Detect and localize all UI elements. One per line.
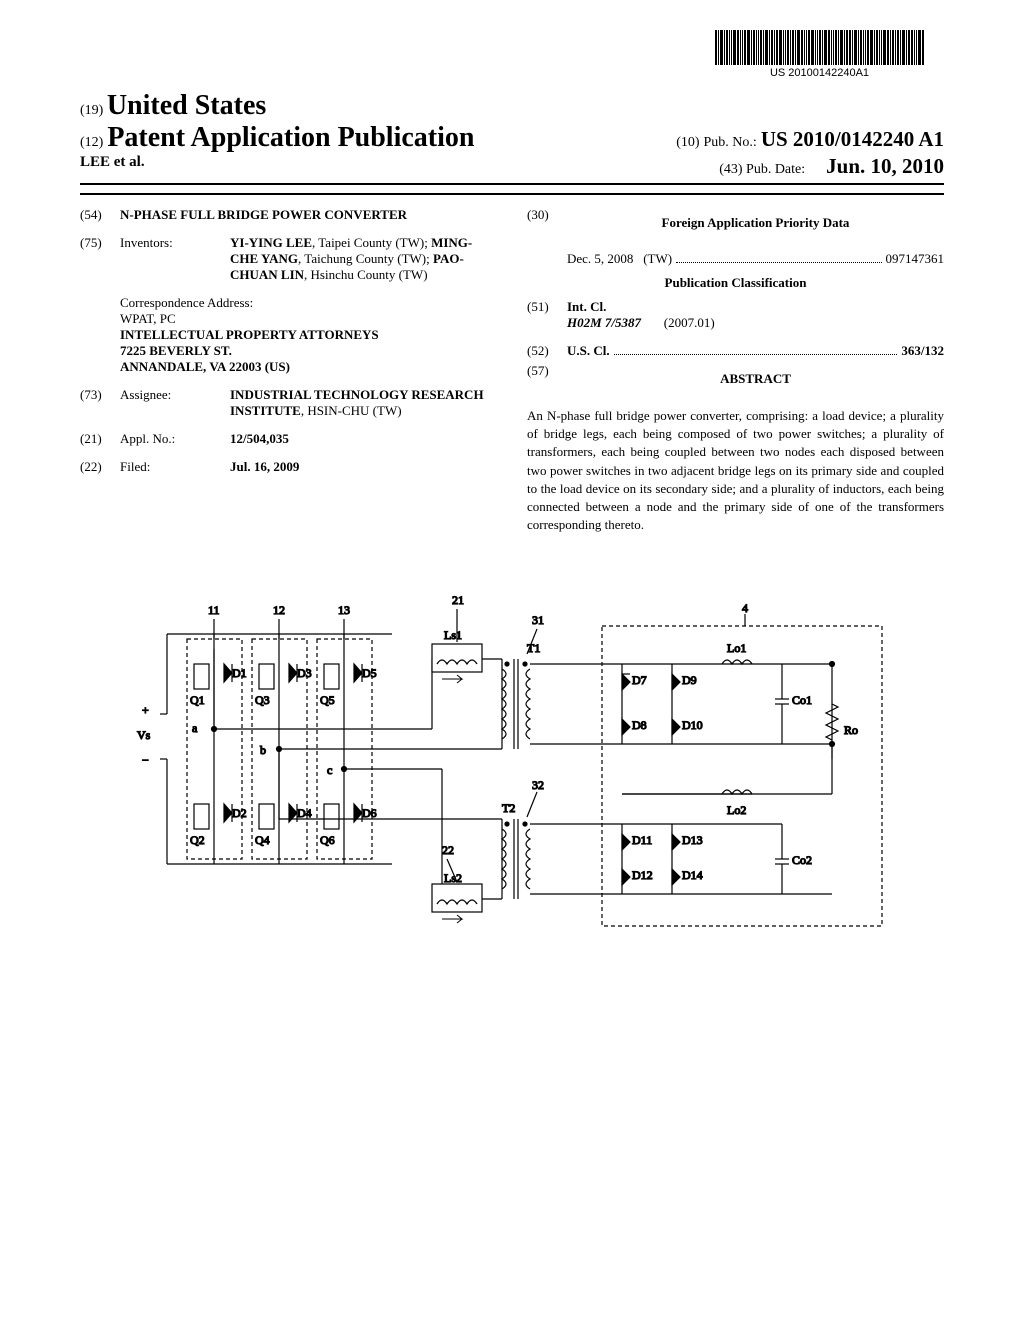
patent-title: N-PHASE FULL BRIDGE POWER CONVERTER xyxy=(120,207,497,223)
lbl-d11: D11 xyxy=(632,833,652,847)
intcl-code: (51) xyxy=(527,299,567,331)
lbl-d13: D13 xyxy=(682,833,703,847)
lbl-lo2: Lo2 xyxy=(727,803,746,817)
filed-label: Filed: xyxy=(120,459,230,475)
lbl-co1: Co1 xyxy=(792,693,812,707)
lbl-d7: D7 xyxy=(632,673,647,687)
lbl-q3: Q3 xyxy=(255,693,270,707)
uscl-code: (52) xyxy=(527,343,567,359)
pub-date-label: Pub. Date: xyxy=(746,162,805,177)
circuit-figure: + Vs − 11 12 13 xyxy=(80,564,944,949)
title-code: (54) xyxy=(80,207,120,223)
appl-label: Appl. No.: xyxy=(120,431,230,447)
lbl-31: 31 xyxy=(532,613,544,627)
lbl-d3: D3 xyxy=(297,666,312,680)
assignee-code: (73) xyxy=(80,387,120,419)
lbl-co2: Co2 xyxy=(792,853,812,867)
priority-date: Dec. 5, 2008 xyxy=(567,251,633,267)
lbl-d6: D6 xyxy=(362,806,377,820)
lbl-minus: − xyxy=(142,753,149,767)
barcode-lines xyxy=(715,30,924,65)
lbl-d4: D4 xyxy=(297,806,312,820)
intcl-date: (2007.01) xyxy=(664,315,715,330)
corr-line3: 7225 BEVERLY ST. xyxy=(120,343,232,358)
uscl-label: U.S. Cl. xyxy=(567,343,610,359)
lbl-q6: Q6 xyxy=(320,833,335,847)
filed-date: Jul. 16, 2009 xyxy=(230,459,299,474)
abstract-text: An N-phase full bridge power converter, … xyxy=(527,407,944,534)
lbl-t2: T2 xyxy=(502,801,515,815)
pub-date-code: (43) xyxy=(719,162,742,177)
inventors-code: (75) xyxy=(80,235,120,283)
abstract-hdr: ABSTRACT xyxy=(567,371,944,387)
lbl-13: 13 xyxy=(338,603,350,617)
lbl-b: b xyxy=(260,743,266,757)
lbl-d10: D10 xyxy=(682,718,703,732)
priority-no: 097147361 xyxy=(886,251,945,267)
barcode: US 20100142240A1 xyxy=(715,30,924,79)
appl-code: (21) xyxy=(80,431,120,447)
intcl-class: H02M 7/5387 xyxy=(567,315,641,330)
lbl-d5: D5 xyxy=(362,666,377,680)
lbl-d2: D2 xyxy=(232,806,247,820)
lbl-q5: Q5 xyxy=(320,693,335,707)
lbl-q4: Q4 xyxy=(255,833,270,847)
intcl-label: Int. Cl. xyxy=(567,299,606,314)
lbl-d1: D1 xyxy=(232,666,247,680)
pub-date: Jun. 10, 2010 xyxy=(826,154,944,178)
abstract-code: (57) xyxy=(527,363,567,395)
lbl-4: 4 xyxy=(742,601,748,615)
lbl-d12: D12 xyxy=(632,868,653,882)
pub-no-label: Pub. No.: xyxy=(704,135,757,150)
corr-line2: INTELLECTUAL PROPERTY ATTORNEYS xyxy=(120,327,379,342)
corr-name: WPAT, PC xyxy=(120,311,497,327)
country-code: (19) xyxy=(80,103,103,118)
lbl-12: 12 xyxy=(273,603,285,617)
lbl-plus: + xyxy=(142,703,149,717)
assignee-label: Assignee: xyxy=(120,387,230,419)
lbl-d8: D8 xyxy=(632,718,647,732)
pub-no-code: (10) xyxy=(676,135,699,150)
foreign-hdr: Foreign Application Priority Data xyxy=(567,215,944,231)
lbl-22: 22 xyxy=(442,843,454,857)
corr-label: Correspondence Address: xyxy=(120,295,497,311)
lbl-q2: Q2 xyxy=(190,833,205,847)
lbl-ls1: Ls1 xyxy=(444,628,462,642)
appl-no: 12/504,035 xyxy=(230,431,289,446)
foreign-code: (30) xyxy=(527,207,567,239)
lbl-d9: D9 xyxy=(682,673,697,687)
lbl-11: 11 xyxy=(208,603,220,617)
lbl-21: 21 xyxy=(452,593,464,607)
lbl-vs: Vs xyxy=(137,728,151,742)
lbl-d14: D14 xyxy=(682,868,703,882)
filed-code: (22) xyxy=(80,459,120,475)
lbl-lo1: Lo1 xyxy=(727,641,746,655)
pub-code: (12) xyxy=(80,135,103,150)
lbl-ro: Ro xyxy=(844,723,858,737)
corr-line4: ANNANDALE, VA 22003 (US) xyxy=(120,359,290,374)
barcode-text: US 20100142240A1 xyxy=(715,67,924,79)
lbl-a: a xyxy=(192,721,198,735)
lbl-c: c xyxy=(327,763,332,777)
lbl-q1: Q1 xyxy=(190,693,205,707)
authors-line: LEE et al. xyxy=(80,154,145,179)
uscl-val: 363/132 xyxy=(901,343,944,359)
inventors: YI-YING LEE, Taipei County (TW); MING-CH… xyxy=(230,235,497,283)
inventors-label: Inventors: xyxy=(120,235,230,283)
pub-type: Patent Application Publication xyxy=(107,122,474,153)
lbl-32: 32 xyxy=(532,778,544,792)
class-hdr: Publication Classification xyxy=(527,275,944,291)
pub-no: US 2010/0142240 A1 xyxy=(761,127,944,151)
country-name: United States xyxy=(107,90,266,121)
priority-country: (TW) xyxy=(643,251,672,267)
assignee: INDUSTRIAL TECHNOLOGY RESEARCH INSTITUTE… xyxy=(230,387,497,419)
